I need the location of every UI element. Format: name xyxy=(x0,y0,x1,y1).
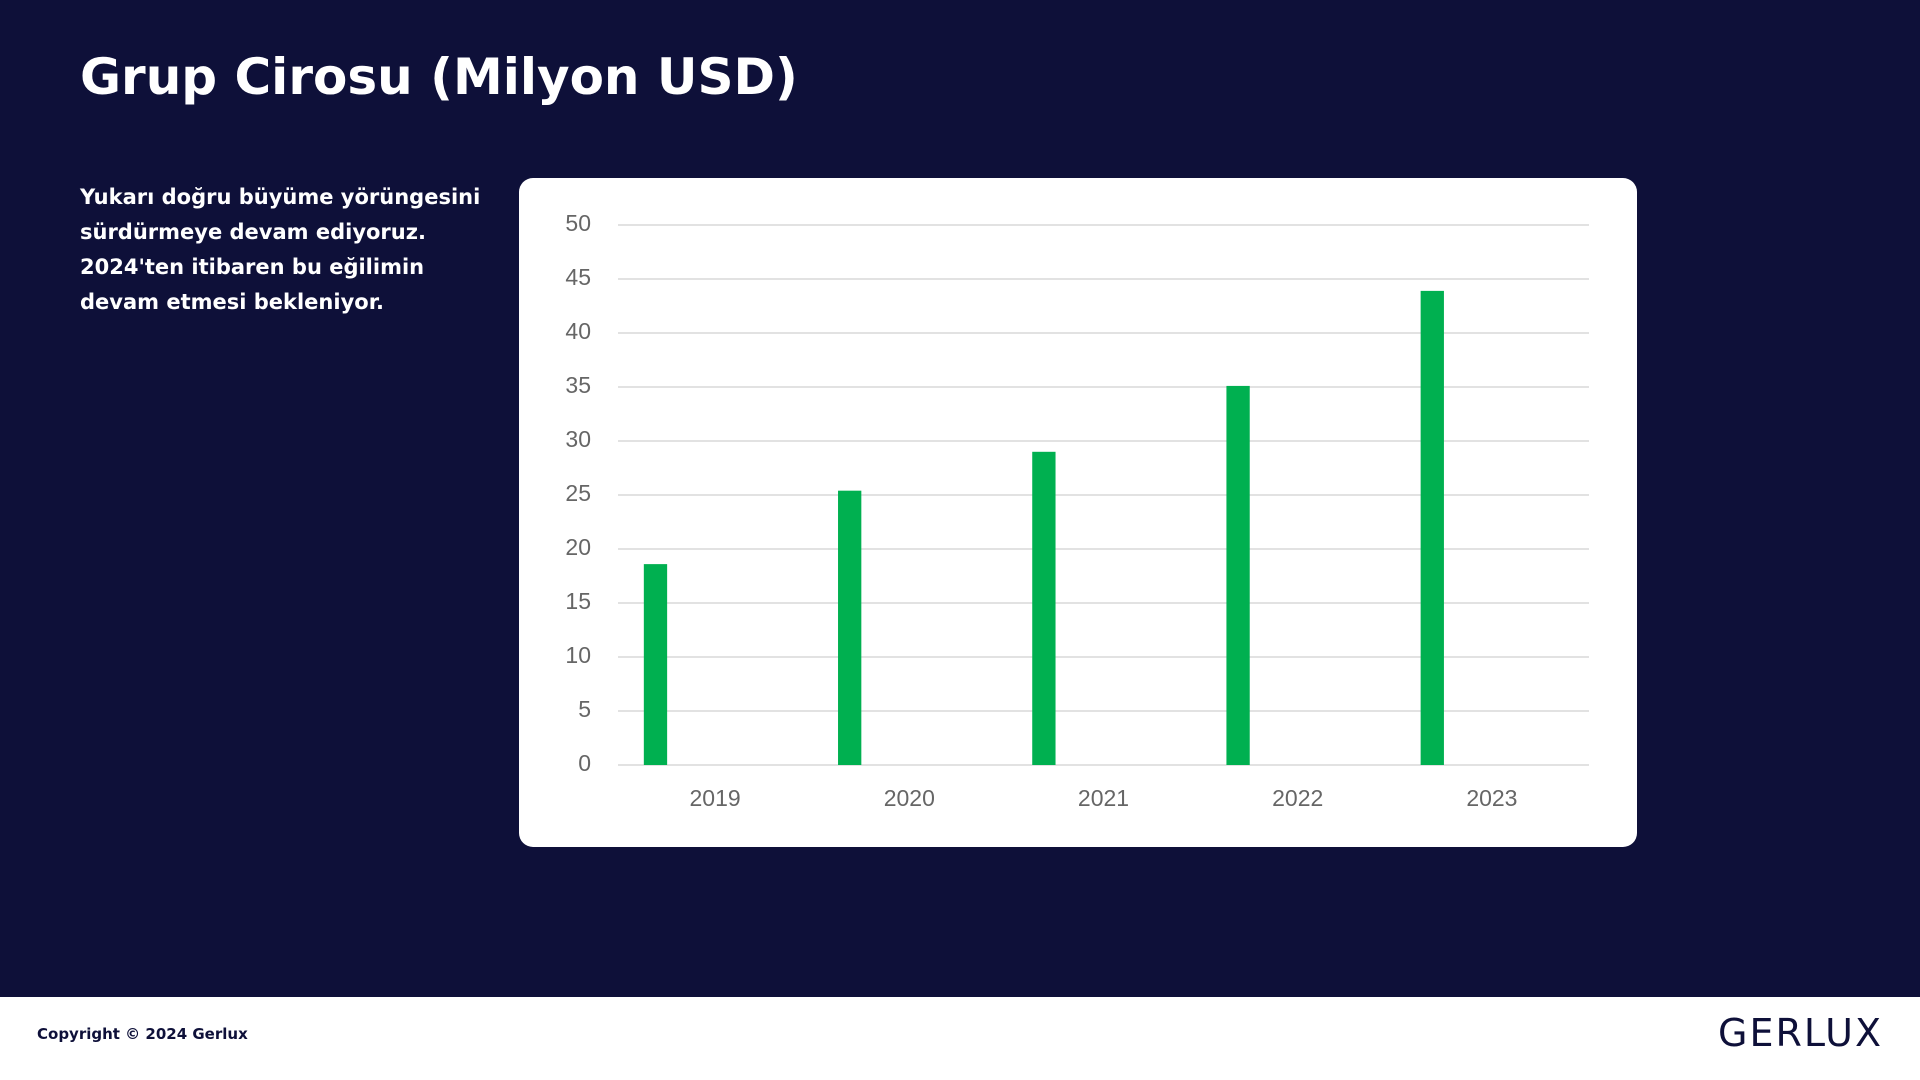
description-line: devam etmesi bekleniyor. xyxy=(80,290,385,314)
bar xyxy=(1032,451,1056,765)
bar xyxy=(838,490,862,765)
y-tick-label: 15 xyxy=(565,588,591,614)
y-tick-label: 25 xyxy=(565,480,591,506)
y-tick-label: 0 xyxy=(578,750,591,776)
bar xyxy=(643,564,668,765)
footer: Copyright © 2024 Gerlux GERLUX xyxy=(0,997,1920,1080)
x-tick-label: 2019 xyxy=(690,785,741,811)
copyright: Copyright © 2024 Gerlux xyxy=(37,1025,248,1043)
y-tick-label: 35 xyxy=(565,372,591,398)
bar xyxy=(1420,290,1444,765)
logo: GERLUX xyxy=(1718,1011,1883,1055)
x-tick-label: 2023 xyxy=(1466,785,1517,811)
description-line: Yukarı doğru büyüme yörüngesini xyxy=(80,185,481,209)
bar xyxy=(1226,385,1250,765)
y-tick-label: 45 xyxy=(565,264,591,290)
y-tick-label: 20 xyxy=(565,534,591,560)
description: Yukarı doğru büyüme yörüngesini sürdürme… xyxy=(80,180,480,320)
y-tick-label: 10 xyxy=(565,642,591,668)
y-tick-label: 30 xyxy=(565,426,591,452)
chart: 0 5 10 15 20 25 30 35 40 45 50 2019 2020 2021 2022 2023 xyxy=(565,210,1589,811)
chart-card: 0 5 10 15 20 25 30 35 40 45 50 2019 2020 2021 2022 2023 xyxy=(519,178,1637,847)
description-line: 2024'ten itibaren bu eğilimin xyxy=(80,255,425,279)
x-tick-label: 2022 xyxy=(1272,785,1323,811)
slide-title: Grup Cirosu (Milyon USD) xyxy=(80,48,798,106)
y-tick-label: 50 xyxy=(565,210,591,236)
description-line: sürdürmeye devam ediyoruz. xyxy=(80,220,426,244)
y-tick-label: 5 xyxy=(578,696,591,722)
x-tick-label: 2021 xyxy=(1078,785,1129,811)
x-tick-label: 2020 xyxy=(884,785,935,811)
y-tick-label: 40 xyxy=(565,318,591,344)
